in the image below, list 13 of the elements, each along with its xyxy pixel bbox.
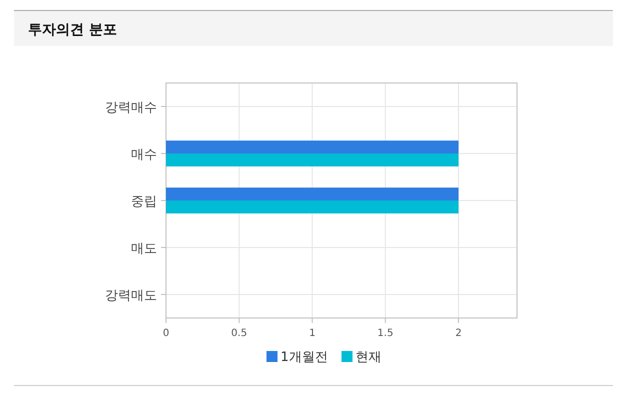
chart-title: 투자의견 분포 bbox=[28, 22, 117, 38]
y-tick-label: 강력매도 bbox=[105, 288, 157, 304]
x-tick-label: 1 bbox=[309, 328, 316, 339]
x-tick-label: 0 bbox=[162, 328, 170, 339]
y-tick-label: 매수 bbox=[131, 148, 157, 162]
y-tick-label: 중립 bbox=[131, 194, 157, 210]
x-tick-label: 0.5 bbox=[231, 328, 248, 339]
y-tick-label: 매도 bbox=[131, 242, 157, 256]
legend-label: 1개월전 bbox=[280, 350, 328, 365]
legend-label: 현재 bbox=[356, 350, 382, 365]
x-tick-label: 1.5 bbox=[377, 328, 394, 339]
y-tick-label: 강력매수 bbox=[105, 100, 157, 116]
x-tick-label: 2 bbox=[455, 328, 462, 339]
